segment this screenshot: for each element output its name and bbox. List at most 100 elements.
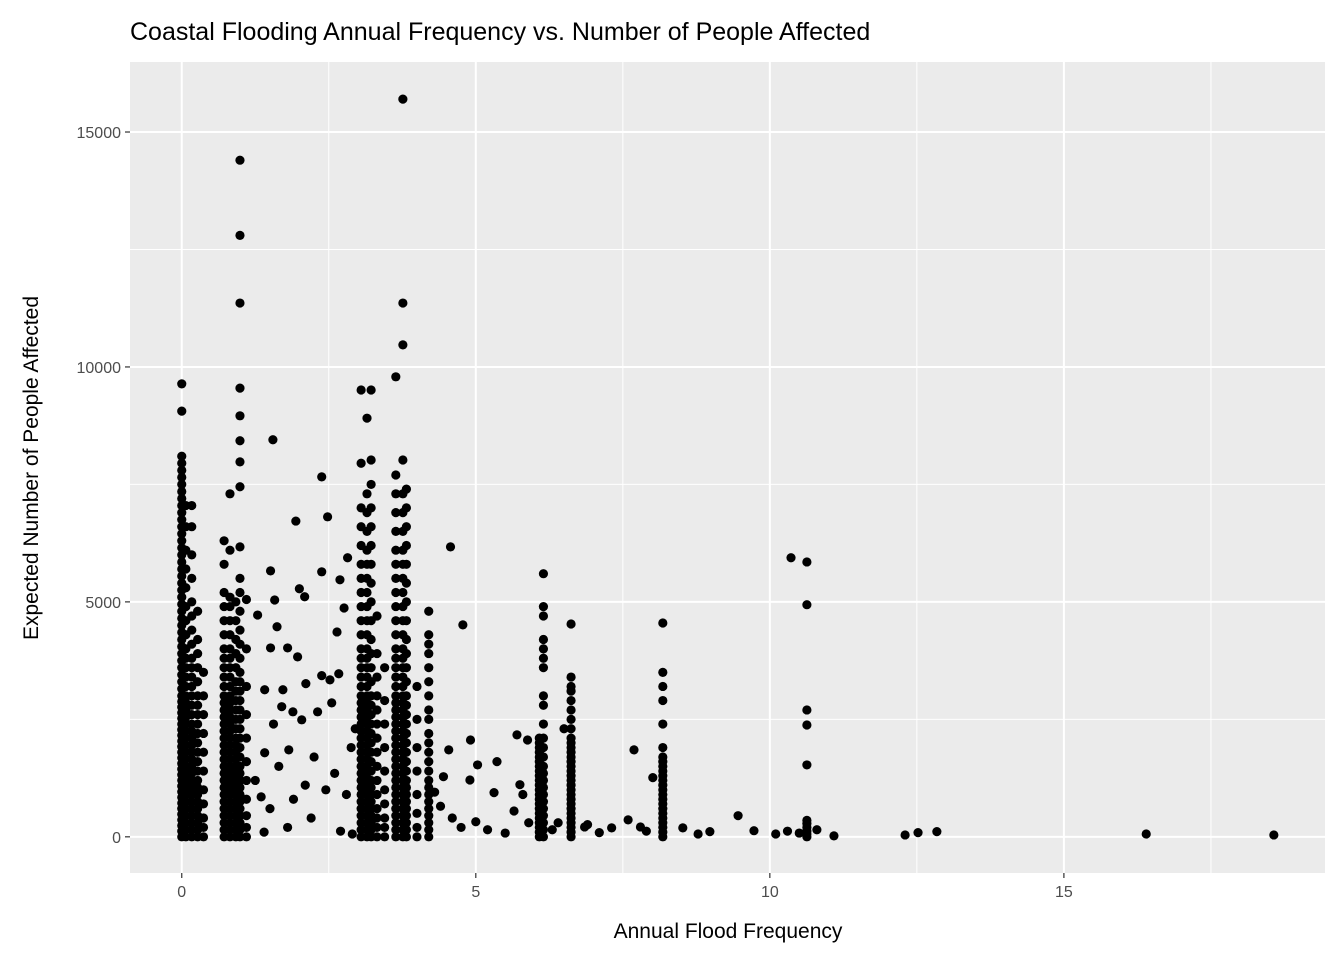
data-point	[412, 832, 422, 842]
data-point	[391, 372, 401, 382]
data-point	[235, 733, 245, 743]
data-point	[198, 728, 209, 739]
data-point	[235, 411, 245, 421]
data-point	[341, 789, 352, 800]
data-point	[177, 592, 187, 602]
data-point	[380, 822, 390, 833]
data-point	[391, 672, 401, 682]
y-tick-label: 10000	[77, 360, 122, 377]
data-point	[293, 652, 303, 662]
data-point	[802, 705, 812, 715]
data-point	[362, 489, 372, 499]
data-point	[177, 465, 187, 475]
data-point	[330, 768, 340, 778]
data-point	[366, 663, 376, 673]
data-point	[380, 785, 390, 795]
data-point	[401, 766, 412, 776]
data-point	[356, 458, 366, 468]
data-point	[177, 571, 187, 581]
data-point	[235, 714, 245, 724]
x-tick-label: 15	[1055, 884, 1073, 901]
data-point	[372, 761, 382, 771]
data-point	[300, 592, 310, 602]
data-point	[424, 677, 434, 687]
data-point	[391, 644, 401, 654]
data-point	[678, 823, 688, 833]
data-point	[401, 616, 412, 626]
data-point	[391, 804, 401, 814]
data-point	[401, 710, 412, 720]
data-point	[401, 484, 412, 494]
data-point	[380, 766, 390, 776]
data-point	[306, 813, 316, 823]
data-point	[391, 726, 401, 736]
data-point	[629, 745, 639, 755]
data-point	[932, 827, 942, 837]
data-point	[372, 832, 382, 842]
data-point	[424, 630, 434, 640]
data-point	[260, 748, 270, 758]
data-point	[391, 733, 401, 743]
data-point	[241, 775, 252, 786]
x-axis-ticks: 0 5 10 15	[177, 873, 1073, 901]
data-point	[235, 606, 245, 616]
data-point	[268, 719, 279, 729]
data-point	[235, 587, 245, 598]
data-point	[391, 545, 401, 555]
major-gridlines	[130, 62, 1325, 873]
data-point	[187, 597, 197, 607]
data-point	[500, 828, 510, 838]
data-point	[401, 503, 412, 513]
data-point	[253, 610, 263, 620]
data-point	[265, 643, 276, 653]
data-point	[274, 761, 284, 771]
data-point	[412, 822, 422, 833]
data-point	[322, 512, 333, 522]
data-point	[424, 832, 434, 842]
data-point	[380, 695, 390, 706]
data-point	[538, 775, 549, 786]
data-point	[582, 820, 593, 830]
data-point	[366, 597, 376, 607]
data-point	[412, 766, 422, 776]
data-point	[566, 714, 576, 724]
data-point	[177, 486, 187, 497]
data-point	[187, 625, 197, 635]
data-point	[335, 826, 346, 836]
data-point	[372, 733, 382, 743]
data-point	[235, 230, 245, 240]
data-point	[225, 489, 235, 499]
data-point	[391, 559, 401, 569]
data-point	[198, 691, 209, 701]
data-point	[372, 691, 382, 701]
data-point	[177, 529, 187, 539]
data-point	[391, 653, 401, 663]
data-point	[445, 542, 456, 552]
data-point	[538, 742, 549, 753]
data-point	[372, 822, 382, 833]
data-point	[177, 379, 187, 389]
data-point	[346, 742, 356, 753]
data-point	[471, 817, 481, 827]
data-point	[401, 691, 412, 701]
data-point	[401, 789, 412, 800]
data-point	[398, 298, 408, 308]
data-point	[391, 747, 401, 757]
data-point	[465, 735, 476, 745]
data-point	[913, 827, 923, 838]
data-point	[538, 789, 549, 800]
data-point	[802, 760, 812, 770]
data-point	[235, 768, 245, 778]
data-point	[177, 479, 187, 490]
data-point	[241, 733, 252, 743]
data-point	[424, 705, 434, 715]
data-point	[566, 733, 576, 743]
data-point	[401, 559, 412, 569]
data-point	[398, 455, 408, 465]
data-point	[235, 782, 245, 793]
data-point	[288, 707, 298, 717]
data-point	[424, 747, 434, 757]
data-point	[829, 831, 839, 841]
data-point	[391, 691, 401, 701]
data-point	[447, 813, 457, 823]
